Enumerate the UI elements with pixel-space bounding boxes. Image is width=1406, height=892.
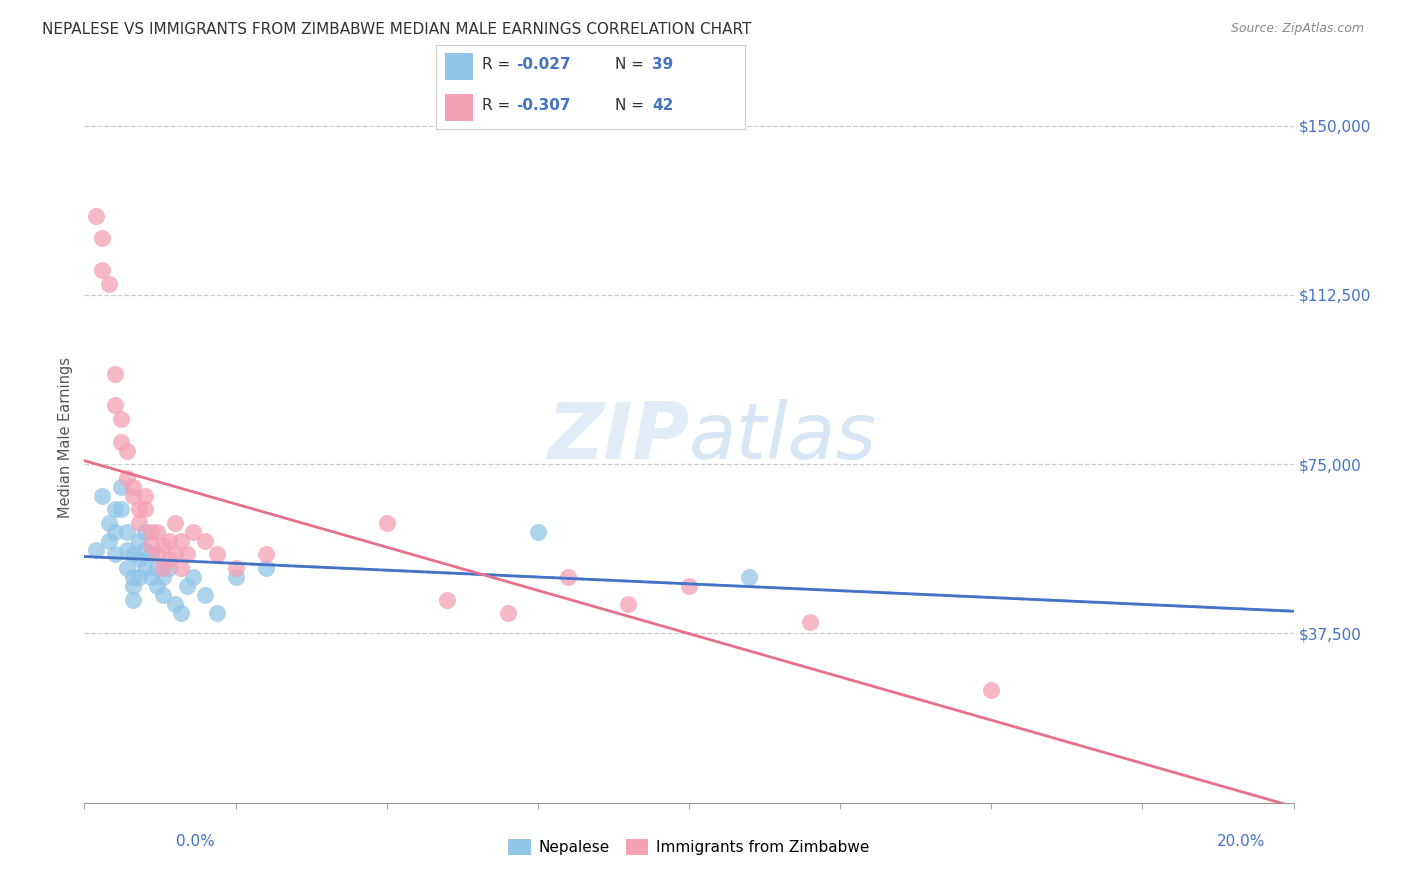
Text: -0.027: -0.027 (516, 57, 571, 72)
Point (181, 570, 204, 584)
Point (115, 561, 138, 575)
Point (97, 277, 120, 291)
Text: N =: N = (616, 98, 650, 113)
Point (86, 543, 108, 558)
Point (170, 533, 193, 548)
Point (115, 443, 138, 458)
Point (115, 543, 138, 558)
Point (436, 592, 458, 607)
Point (128, 552, 150, 566)
Point (104, 367, 127, 381)
Point (104, 548, 127, 562)
Point (165, 516, 187, 530)
Point (121, 570, 143, 584)
Point (91, 489, 114, 503)
Text: N =: N = (616, 57, 650, 72)
Point (157, 561, 180, 575)
Text: R =: R = (482, 98, 516, 113)
Point (980, 682, 1002, 697)
Point (176, 548, 198, 562)
Point (254, 561, 277, 575)
Point (139, 548, 162, 562)
Point (225, 561, 247, 575)
Point (97, 516, 120, 530)
Point (134, 524, 156, 539)
Point (207, 606, 229, 620)
Point (152, 588, 174, 602)
Text: ZIP: ZIP (547, 399, 689, 475)
Point (139, 570, 162, 584)
Point (157, 533, 180, 548)
Point (207, 548, 229, 562)
Point (104, 399, 127, 413)
Point (496, 606, 519, 620)
Text: 0.0%: 0.0% (176, 834, 215, 849)
Text: 42: 42 (652, 98, 673, 113)
Point (110, 434, 132, 449)
Text: R =: R = (482, 57, 516, 72)
Text: 20.0%: 20.0% (1218, 834, 1265, 849)
Point (128, 570, 150, 584)
Text: atlas: atlas (689, 399, 877, 475)
Text: -0.307: -0.307 (516, 98, 571, 113)
Point (375, 516, 398, 530)
Point (557, 570, 579, 584)
Point (152, 570, 174, 584)
Point (181, 524, 204, 539)
Point (139, 524, 162, 539)
Point (678, 579, 700, 593)
Point (194, 588, 217, 602)
Point (134, 489, 156, 503)
Y-axis label: Median Male Earnings: Median Male Earnings (58, 357, 73, 517)
Point (799, 615, 821, 630)
Text: NEPALESE VS IMMIGRANTS FROM ZIMBABWE MEDIAN MALE EARNINGS CORRELATION CHART: NEPALESE VS IMMIGRANTS FROM ZIMBABWE MED… (42, 22, 752, 37)
Point (146, 524, 169, 539)
Point (128, 533, 150, 548)
Text: 39: 39 (652, 57, 673, 72)
Point (139, 538, 162, 552)
Point (91, 263, 114, 277)
Point (121, 579, 143, 593)
Point (617, 597, 640, 611)
Point (128, 516, 150, 530)
Point (225, 570, 247, 584)
Point (146, 548, 169, 562)
Point (115, 524, 138, 539)
Point (134, 543, 156, 558)
Point (165, 597, 187, 611)
Point (121, 548, 143, 562)
Point (121, 592, 143, 607)
Point (170, 606, 193, 620)
Point (134, 561, 156, 575)
Point (194, 533, 217, 548)
Point (152, 561, 174, 575)
Point (254, 548, 277, 562)
Point (104, 524, 127, 539)
Point (115, 471, 138, 485)
Legend: Nepalese, Immigrants from Zimbabwe: Nepalese, Immigrants from Zimbabwe (502, 833, 876, 861)
Point (170, 561, 193, 575)
Text: Source: ZipAtlas.com: Source: ZipAtlas.com (1230, 22, 1364, 36)
Point (91, 231, 114, 245)
Point (121, 489, 143, 503)
Point (97, 533, 120, 548)
Point (134, 502, 156, 516)
Point (146, 579, 169, 593)
Point (110, 412, 132, 426)
Point (121, 480, 143, 494)
Point (165, 548, 187, 562)
Point (738, 570, 761, 584)
Point (86, 209, 108, 223)
Point (527, 524, 550, 539)
Point (110, 502, 132, 516)
Point (110, 480, 132, 494)
Point (176, 579, 198, 593)
Point (152, 538, 174, 552)
Point (157, 552, 180, 566)
Point (128, 502, 150, 516)
Point (104, 502, 127, 516)
Bar (446, 94, 472, 120)
Point (146, 561, 169, 575)
Bar (446, 54, 472, 80)
